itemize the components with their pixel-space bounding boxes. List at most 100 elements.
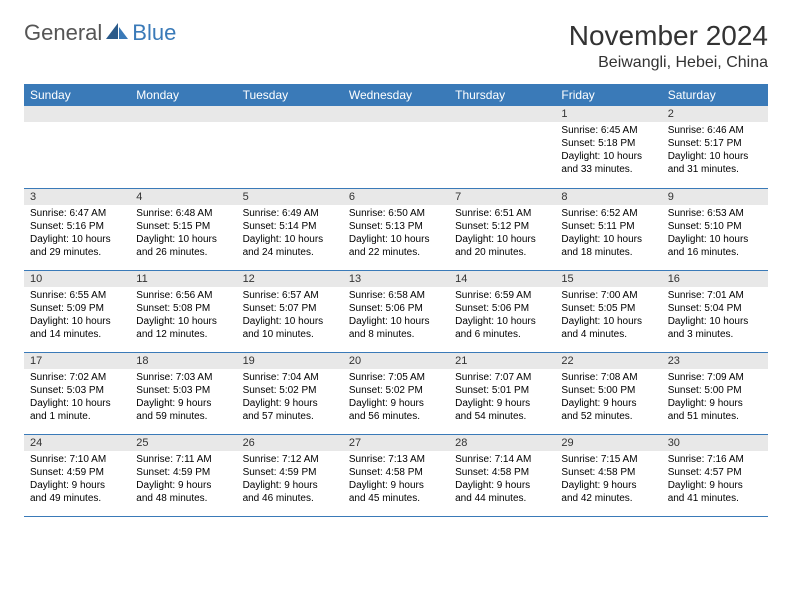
calendar-day-cell: 25Sunrise: 7:11 AMSunset: 4:59 PMDayligh… <box>130 434 236 516</box>
daylight-text: Daylight: 10 hours and 14 minutes. <box>30 315 124 341</box>
day-details: Sunrise: 6:49 AMSunset: 5:14 PMDaylight:… <box>237 205 343 263</box>
daylight-text: Daylight: 9 hours and 41 minutes. <box>668 479 762 505</box>
calendar-body: 1Sunrise: 6:45 AMSunset: 5:18 PMDaylight… <box>24 106 768 516</box>
sunrise-text: Sunrise: 6:46 AM <box>668 124 762 137</box>
logo-text-general: General <box>24 20 102 46</box>
day-details: Sunrise: 6:55 AMSunset: 5:09 PMDaylight:… <box>24 287 130 345</box>
day-number: 6 <box>343 189 449 205</box>
sunrise-text: Sunrise: 6:45 AM <box>561 124 655 137</box>
day-number: 29 <box>555 435 661 451</box>
calendar-empty-cell <box>449 106 555 188</box>
daylight-text: Daylight: 10 hours and 6 minutes. <box>455 315 549 341</box>
calendar-day-cell: 2Sunrise: 6:46 AMSunset: 5:17 PMDaylight… <box>662 106 768 188</box>
daylight-text: Daylight: 10 hours and 8 minutes. <box>349 315 443 341</box>
daylight-text: Daylight: 9 hours and 51 minutes. <box>668 397 762 423</box>
day-details: Sunrise: 6:52 AMSunset: 5:11 PMDaylight:… <box>555 205 661 263</box>
day-details: Sunrise: 7:07 AMSunset: 5:01 PMDaylight:… <box>449 369 555 427</box>
calendar-day-cell: 13Sunrise: 6:58 AMSunset: 5:06 PMDayligh… <box>343 270 449 352</box>
sunrise-text: Sunrise: 6:59 AM <box>455 289 549 302</box>
calendar-week-row: 1Sunrise: 6:45 AMSunset: 5:18 PMDaylight… <box>24 106 768 188</box>
weekday-header: Friday <box>555 84 661 106</box>
daylight-text: Daylight: 10 hours and 16 minutes. <box>668 233 762 259</box>
day-number: 12 <box>237 271 343 287</box>
sunrise-text: Sunrise: 7:07 AM <box>455 371 549 384</box>
weekday-header: Thursday <box>449 84 555 106</box>
calendar-day-cell: 4Sunrise: 6:48 AMSunset: 5:15 PMDaylight… <box>130 188 236 270</box>
day-number: 30 <box>662 435 768 451</box>
day-number: 16 <box>662 271 768 287</box>
calendar-day-cell: 11Sunrise: 6:56 AMSunset: 5:08 PMDayligh… <box>130 270 236 352</box>
empty-day-strip <box>24 106 130 122</box>
day-details: Sunrise: 7:12 AMSunset: 4:59 PMDaylight:… <box>237 451 343 509</box>
daylight-text: Daylight: 10 hours and 3 minutes. <box>668 315 762 341</box>
weekday-header: Tuesday <box>237 84 343 106</box>
day-number: 18 <box>130 353 236 369</box>
calendar-empty-cell <box>237 106 343 188</box>
header: General Blue November 2024 Beiwangli, He… <box>24 20 768 72</box>
day-number: 3 <box>24 189 130 205</box>
day-details: Sunrise: 7:15 AMSunset: 4:58 PMDaylight:… <box>555 451 661 509</box>
sunset-text: Sunset: 5:08 PM <box>136 302 230 315</box>
sunset-text: Sunset: 4:59 PM <box>136 466 230 479</box>
sunset-text: Sunset: 5:10 PM <box>668 220 762 233</box>
day-number: 2 <box>662 106 768 122</box>
sunrise-text: Sunrise: 7:12 AM <box>243 453 337 466</box>
daylight-text: Daylight: 10 hours and 33 minutes. <box>561 150 655 176</box>
daylight-text: Daylight: 9 hours and 49 minutes. <box>30 479 124 505</box>
daylight-text: Daylight: 9 hours and 46 minutes. <box>243 479 337 505</box>
calendar-table: SundayMondayTuesdayWednesdayThursdayFrid… <box>24 84 768 517</box>
day-number: 22 <box>555 353 661 369</box>
daylight-text: Daylight: 9 hours and 56 minutes. <box>349 397 443 423</box>
sunset-text: Sunset: 5:12 PM <box>455 220 549 233</box>
day-number: 24 <box>24 435 130 451</box>
calendar-day-cell: 27Sunrise: 7:13 AMSunset: 4:58 PMDayligh… <box>343 434 449 516</box>
calendar-day-cell: 1Sunrise: 6:45 AMSunset: 5:18 PMDaylight… <box>555 106 661 188</box>
sunset-text: Sunset: 4:58 PM <box>561 466 655 479</box>
day-details: Sunrise: 6:45 AMSunset: 5:18 PMDaylight:… <box>555 122 661 180</box>
day-details: Sunrise: 7:05 AMSunset: 5:02 PMDaylight:… <box>343 369 449 427</box>
day-details: Sunrise: 7:01 AMSunset: 5:04 PMDaylight:… <box>662 287 768 345</box>
sunrise-text: Sunrise: 7:01 AM <box>668 289 762 302</box>
sunrise-text: Sunrise: 7:13 AM <box>349 453 443 466</box>
weekday-header: Saturday <box>662 84 768 106</box>
daylight-text: Daylight: 10 hours and 4 minutes. <box>561 315 655 341</box>
calendar-day-cell: 21Sunrise: 7:07 AMSunset: 5:01 PMDayligh… <box>449 352 555 434</box>
day-number: 11 <box>130 271 236 287</box>
day-details: Sunrise: 6:57 AMSunset: 5:07 PMDaylight:… <box>237 287 343 345</box>
daylight-text: Daylight: 10 hours and 24 minutes. <box>243 233 337 259</box>
calendar-day-cell: 12Sunrise: 6:57 AMSunset: 5:07 PMDayligh… <box>237 270 343 352</box>
day-details: Sunrise: 7:11 AMSunset: 4:59 PMDaylight:… <box>130 451 236 509</box>
sunset-text: Sunset: 4:58 PM <box>455 466 549 479</box>
weekday-header-row: SundayMondayTuesdayWednesdayThursdayFrid… <box>24 84 768 106</box>
calendar-day-cell: 14Sunrise: 6:59 AMSunset: 5:06 PMDayligh… <box>449 270 555 352</box>
daylight-text: Daylight: 9 hours and 52 minutes. <box>561 397 655 423</box>
sunset-text: Sunset: 5:06 PM <box>455 302 549 315</box>
sunrise-text: Sunrise: 7:08 AM <box>561 371 655 384</box>
sunrise-text: Sunrise: 6:47 AM <box>30 207 124 220</box>
day-number: 1 <box>555 106 661 122</box>
calendar-day-cell: 5Sunrise: 6:49 AMSunset: 5:14 PMDaylight… <box>237 188 343 270</box>
day-number: 5 <box>237 189 343 205</box>
daylight-text: Daylight: 10 hours and 31 minutes. <box>668 150 762 176</box>
calendar-empty-cell <box>130 106 236 188</box>
weekday-header: Sunday <box>24 84 130 106</box>
sunset-text: Sunset: 4:59 PM <box>30 466 124 479</box>
daylight-text: Daylight: 10 hours and 20 minutes. <box>455 233 549 259</box>
sunrise-text: Sunrise: 7:09 AM <box>668 371 762 384</box>
daylight-text: Daylight: 10 hours and 10 minutes. <box>243 315 337 341</box>
sunrise-text: Sunrise: 6:57 AM <box>243 289 337 302</box>
sunrise-text: Sunrise: 6:49 AM <box>243 207 337 220</box>
sunrise-text: Sunrise: 7:14 AM <box>455 453 549 466</box>
sunrise-text: Sunrise: 7:03 AM <box>136 371 230 384</box>
sunset-text: Sunset: 5:15 PM <box>136 220 230 233</box>
calendar-day-cell: 29Sunrise: 7:15 AMSunset: 4:58 PMDayligh… <box>555 434 661 516</box>
sunrise-text: Sunrise: 7:02 AM <box>30 371 124 384</box>
sunrise-text: Sunrise: 6:48 AM <box>136 207 230 220</box>
day-number: 19 <box>237 353 343 369</box>
sunset-text: Sunset: 5:07 PM <box>243 302 337 315</box>
day-details: Sunrise: 6:56 AMSunset: 5:08 PMDaylight:… <box>130 287 236 345</box>
calendar-day-cell: 8Sunrise: 6:52 AMSunset: 5:11 PMDaylight… <box>555 188 661 270</box>
sunset-text: Sunset: 5:13 PM <box>349 220 443 233</box>
calendar-week-row: 10Sunrise: 6:55 AMSunset: 5:09 PMDayligh… <box>24 270 768 352</box>
day-number: 8 <box>555 189 661 205</box>
